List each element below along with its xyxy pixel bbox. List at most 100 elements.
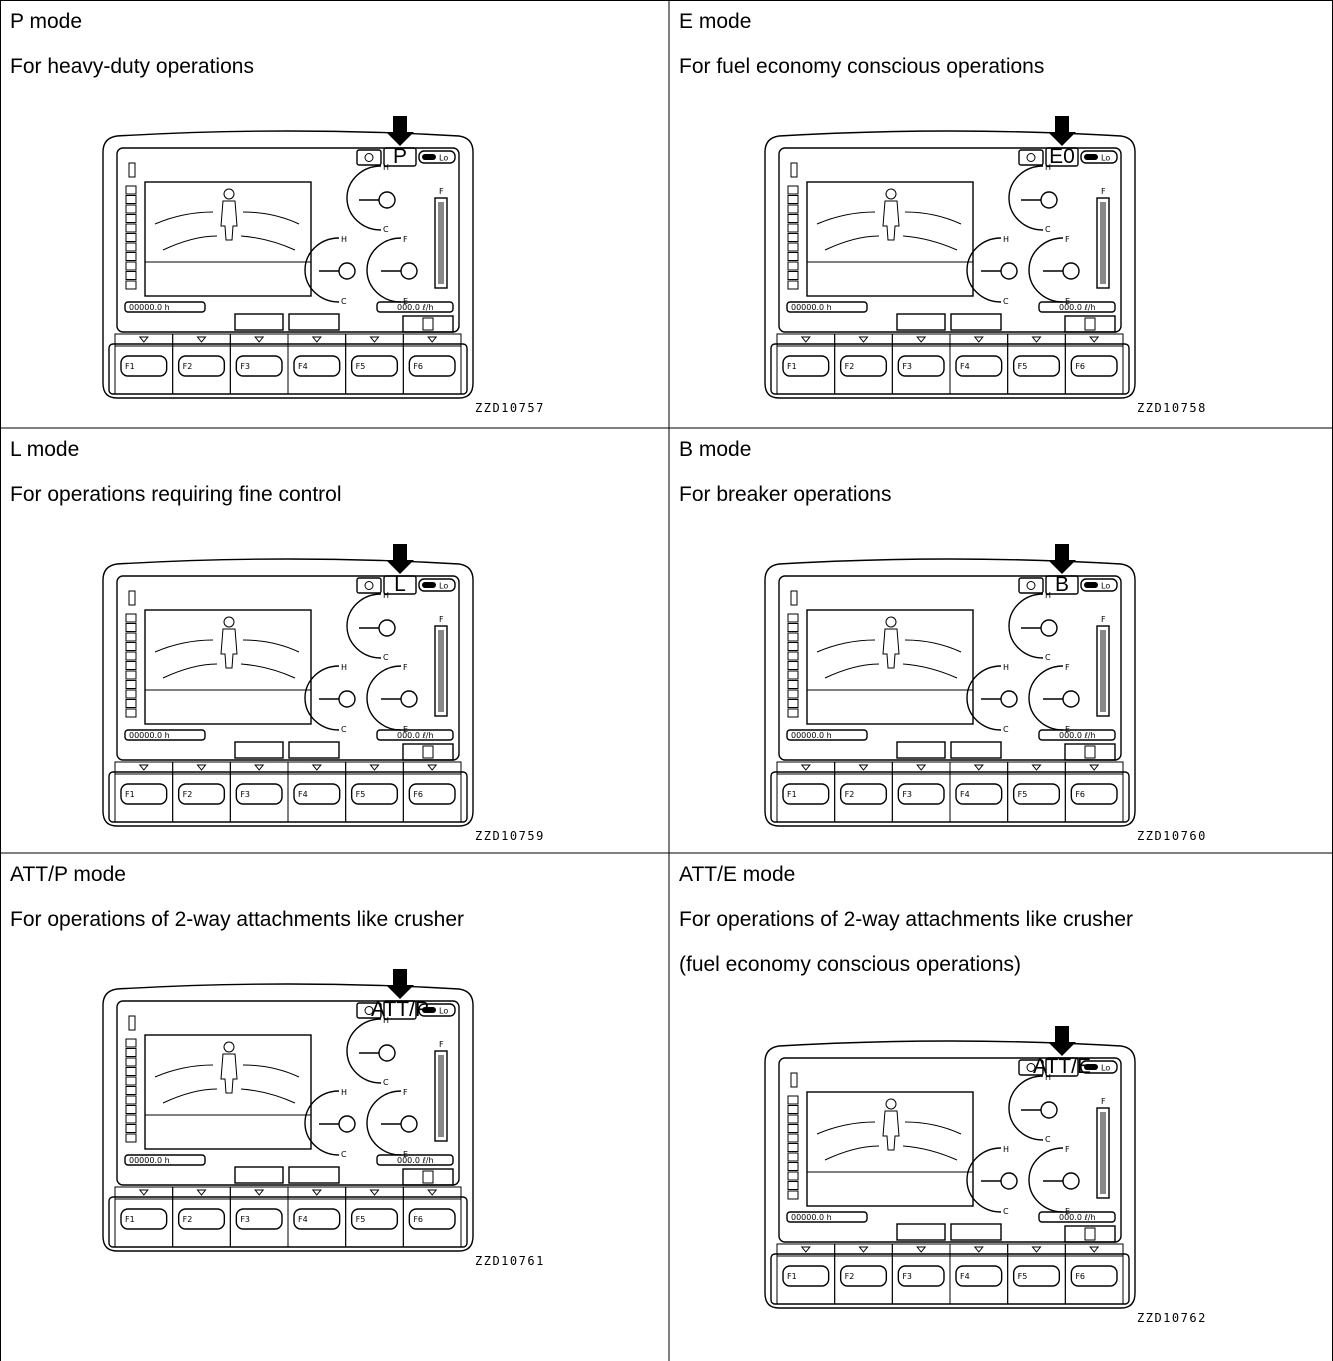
left-bar-seg — [125, 214, 137, 223]
camera-view — [144, 1034, 312, 1150]
key-cell — [949, 761, 1009, 823]
left-bar-seg — [125, 642, 137, 651]
function-key — [408, 783, 456, 805]
key-triangle — [1031, 764, 1042, 771]
left-bar-seg — [787, 204, 799, 214]
indicator-arrow — [1048, 1026, 1076, 1056]
mode-indicator-box — [1045, 147, 1079, 167]
gauge-label: F — [403, 1088, 408, 1097]
screen — [116, 575, 460, 761]
function-key-label: F6 — [1075, 790, 1085, 799]
menu-icon — [422, 745, 434, 759]
hour-meter-box — [124, 729, 206, 741]
left-bar-seg — [125, 680, 137, 689]
key-triangle — [254, 764, 265, 771]
function-key — [1012, 355, 1061, 377]
engine-icon — [1018, 577, 1044, 594]
person-body — [882, 628, 900, 669]
fuel-rate: 000.0 ℓ/h — [397, 731, 434, 740]
gauge-arc — [346, 1018, 382, 1084]
indicator-arrow — [386, 969, 414, 999]
key-cell — [345, 1186, 404, 1248]
gauge-icon — [1062, 262, 1080, 280]
key-cell — [172, 333, 231, 395]
gauge-label: C — [341, 725, 347, 734]
left-bar-seg — [787, 1105, 799, 1114]
person-body — [220, 628, 238, 669]
key-triangle — [311, 1189, 322, 1196]
gauge-label: H — [383, 163, 389, 172]
gauge-icon — [1000, 690, 1018, 708]
guide-line — [904, 639, 962, 653]
engine-icon — [1026, 153, 1036, 162]
function-key-label: F1 — [787, 1272, 797, 1281]
camera-button — [896, 1223, 946, 1241]
left-bar-seg — [787, 1162, 799, 1171]
fuel-bar — [1096, 625, 1110, 717]
key-triangle — [311, 336, 322, 343]
gauge-label: C — [1045, 653, 1051, 662]
cell: L mode For operations requiring fine cont… — [10, 438, 543, 843]
person-head — [885, 188, 897, 200]
key-cell — [776, 761, 836, 823]
gauge-label: H — [341, 663, 347, 672]
function-key — [120, 783, 168, 805]
function-key — [955, 1265, 1003, 1287]
key-cell — [1007, 1243, 1066, 1305]
guide-line — [154, 1064, 214, 1078]
gauge-arc — [304, 665, 340, 731]
fuel-rate: 000.0 ℓ/h — [1059, 1213, 1096, 1222]
gauge-label: H — [1045, 1073, 1051, 1082]
figure-code: ZZD10760 — [1137, 829, 1207, 843]
guide-line — [824, 1145, 880, 1161]
function-key-label: F1 — [787, 362, 797, 371]
key-cell — [891, 333, 951, 395]
key-triangle — [1089, 336, 1100, 343]
key-cell — [114, 333, 174, 395]
function-key — [177, 783, 226, 805]
mode-indicator-box — [383, 147, 417, 167]
left-bar-seg — [125, 1114, 137, 1124]
function-key-label: F4 — [298, 790, 308, 799]
hour-meter: 00000.0 h — [791, 303, 832, 312]
hour-meter: 00000.0 h — [791, 731, 832, 740]
engine-icon — [356, 1002, 382, 1019]
gauge-label: H — [383, 1016, 389, 1025]
gauge-arc — [366, 665, 402, 731]
gauge-arc — [1028, 237, 1064, 303]
power-label: Lo — [1101, 154, 1110, 163]
left-bar-seg — [787, 699, 799, 708]
gauge-label: C — [1045, 1135, 1051, 1144]
guide-line — [240, 235, 296, 251]
hour-meter: 00000.0 h — [129, 303, 170, 312]
person-body — [220, 1053, 238, 1094]
gauge-arc — [1008, 1075, 1044, 1141]
mode-description: For operations requiring fine control — [10, 483, 342, 506]
fuel-bar — [1096, 1107, 1110, 1199]
left-bar-seg — [787, 1171, 799, 1181]
gauge-label: H — [1003, 663, 1009, 672]
left-bar-seg — [125, 1133, 137, 1143]
function-key-label: F2 — [183, 362, 193, 371]
function-key — [955, 355, 1003, 377]
key-triangle — [973, 336, 984, 343]
hour-meter-box — [786, 1211, 868, 1223]
function-key-label: F4 — [960, 362, 970, 371]
clock-button — [950, 313, 1002, 331]
function-key-label: F6 — [413, 790, 423, 799]
key-cell — [114, 1186, 174, 1248]
clock-button — [288, 313, 340, 331]
left-bar-seg — [125, 1105, 137, 1114]
key-cell — [229, 333, 289, 395]
left-bar-seg — [787, 1114, 799, 1124]
left-bar-seg — [787, 185, 799, 195]
gauge-arc — [304, 237, 340, 303]
function-key — [408, 1208, 456, 1230]
mode-title: ATT/E mode — [679, 863, 795, 886]
gauge-label: F — [1065, 1145, 1070, 1154]
hour-meter-box — [786, 301, 868, 313]
left-bar-seg — [125, 204, 137, 214]
camera-view — [144, 181, 312, 297]
